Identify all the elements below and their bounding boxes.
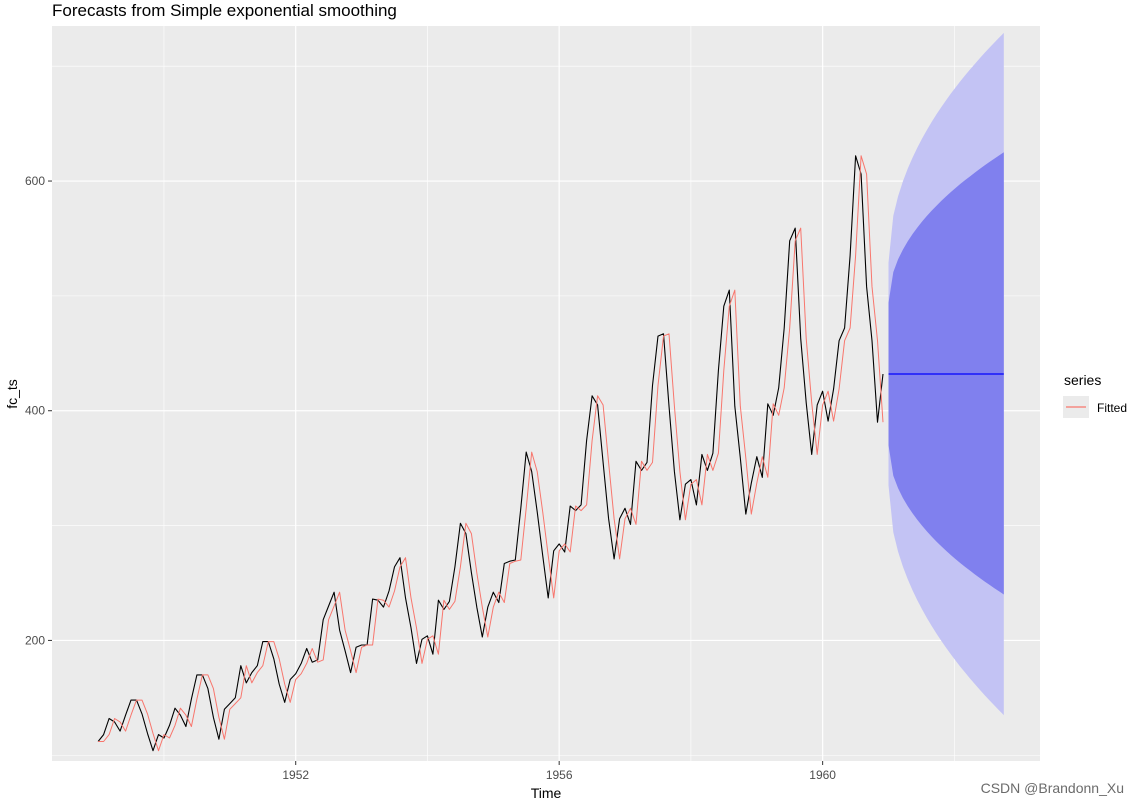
fitted-series-line <box>98 155 884 752</box>
y-tick-label: 600 <box>25 174 45 188</box>
observed-series-line <box>97 155 884 752</box>
legend: series Fitted <box>1063 372 1127 418</box>
axis-ticks: 1952 1956 1960 200 400 600 <box>25 174 836 782</box>
watermark-text: CSDN @Brandonn_Xu <box>981 780 1124 796</box>
x-axis-label: Time <box>531 785 562 801</box>
y-tick-label: 400 <box>25 404 45 418</box>
legend-title: series <box>1064 372 1101 388</box>
x-tick-label: 1956 <box>546 768 573 782</box>
x-tick-label: 1952 <box>282 768 309 782</box>
x-tick-label: 1960 <box>809 768 836 782</box>
y-axis-label: fc_ts <box>4 379 20 409</box>
series-lines <box>97 155 1004 752</box>
y-tick-label: 200 <box>25 633 45 647</box>
legend-label-fitted: Fitted <box>1097 401 1127 415</box>
chart-title: Forecasts from Simple exponential smooth… <box>52 1 397 20</box>
